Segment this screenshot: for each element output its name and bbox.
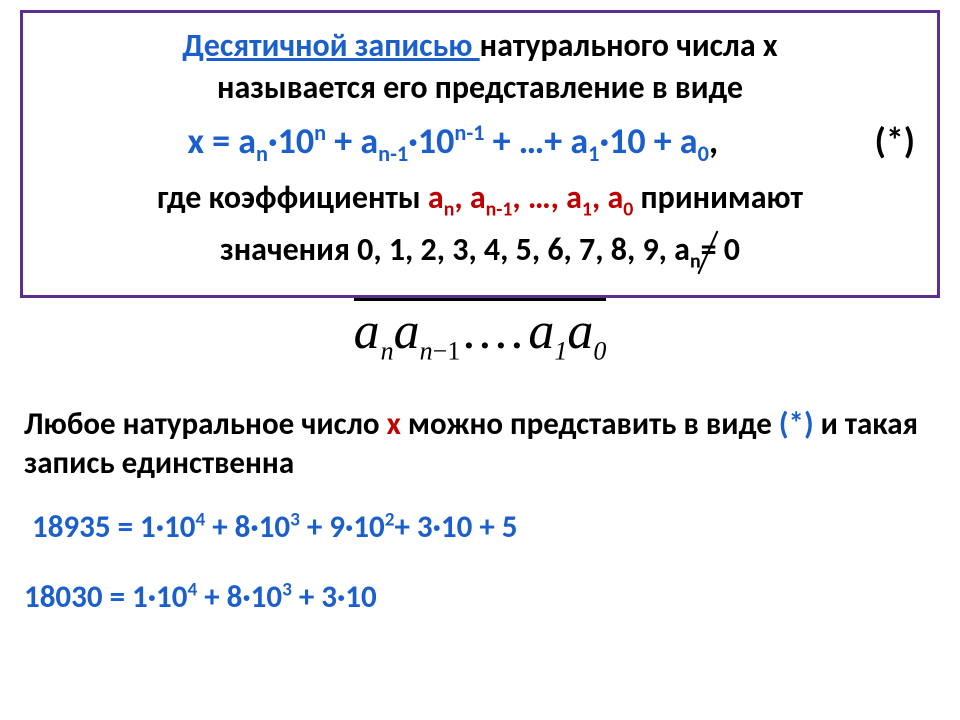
ex1-sup3: 3	[290, 509, 300, 532]
body-x: х	[387, 405, 401, 443]
ex2-part: + 3·10	[292, 578, 377, 616]
ov-a: a	[528, 303, 554, 360]
formula-sub-0: 0	[698, 140, 709, 167]
ex2-part: 18030 = 1·10	[24, 578, 187, 616]
formula-part: ·10 + a	[599, 119, 697, 163]
formula-part: + …+ a	[484, 119, 588, 163]
definition-line-1: Десятичной записью натурального числа х	[31, 25, 929, 67]
definition-line-3: где коэффициенты an, an-1, …, a1, a0 при…	[31, 173, 929, 225]
formula-sub-nm1: n-1	[378, 140, 408, 167]
definition-line-4: значения 0, 1, 2, 3, 4, 5, 6, 7, 8, 9, a…	[31, 225, 929, 277]
def-text-1: натурального числа х	[480, 26, 778, 65]
definition-box: Десятичной записью натурального числа х …	[20, 10, 940, 298]
formula-part: ·10	[408, 119, 454, 163]
formula-part: ·10	[268, 119, 314, 163]
ov-sub-1: 1	[554, 337, 567, 366]
formula-part: + a	[326, 119, 378, 163]
coef-a: an, an-1, …, a1, a0	[428, 178, 633, 217]
ov-sub-nm1: n−1	[420, 337, 461, 366]
not-equal-sign: =	[701, 225, 717, 275]
formula-part: х = a	[187, 119, 256, 163]
ex2-sup3: 3	[282, 579, 292, 602]
ov-dots: ....	[462, 303, 526, 360]
definition-line-2: называется его представление в виде	[31, 67, 929, 109]
formula-sub-n: n	[256, 140, 268, 167]
overline-notation: anan−1....a1a0	[20, 288, 940, 366]
formula-sup-nm1: n-1	[454, 119, 484, 146]
ex2-sup4: 4	[187, 579, 197, 602]
ov-sub-n: n	[381, 337, 394, 366]
body-t2: можно представить в виде	[401, 405, 779, 443]
formula-sub-1: 1	[588, 140, 599, 167]
ov-a: a	[354, 303, 381, 360]
ov-a: a	[567, 303, 593, 360]
formula-star: (*)	[875, 114, 915, 168]
overline-expression: anan−1....a1a0	[354, 288, 607, 366]
body-star: (*)	[779, 405, 814, 443]
example-2: 18030 = 1·104 + 8·103 + 3·10	[20, 578, 940, 616]
ex1-part: + 8·10	[205, 508, 290, 546]
ex1-sup4: 4	[195, 509, 205, 532]
formula-comma: ,	[709, 119, 718, 163]
body-paragraph: Любое натуральное число х можно представ…	[20, 405, 940, 484]
def3-text: где коэффициенты	[157, 178, 428, 217]
def4-zero: 0	[717, 230, 740, 269]
example-1: 18935 = 1·104 + 8·103 + 9·102+ 3·10 + 5	[20, 508, 940, 546]
ex1-sup2: 2	[385, 509, 395, 532]
formula-sup-n: n	[314, 119, 326, 146]
ex1-part: + 9·10	[300, 508, 385, 546]
def3-text-end: принимают	[633, 178, 803, 217]
ex1-part: 18935 = 1·10	[32, 508, 195, 546]
def4-text: значения 0, 1, 2, 3, 4, 5, 6, 7, 8, 9, a	[220, 230, 690, 269]
body-t1: Любое натуральное число	[24, 405, 387, 443]
term-underlined: Десятичной записью	[182, 26, 479, 65]
ex1-part: + 3·10 + 5	[394, 508, 517, 546]
formula-line: х = an·10n + an-1·10n-1 + …+ a1·10 + a0,…	[31, 114, 929, 171]
ov-a: a	[394, 303, 420, 360]
ex2-part: + 8·10	[197, 578, 282, 616]
ov-sub-0: 0	[593, 337, 606, 366]
